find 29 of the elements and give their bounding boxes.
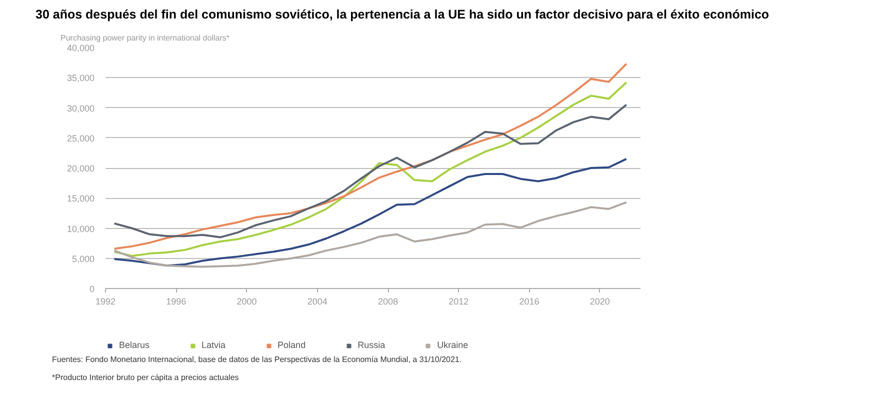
x-tick-label: 2012: [448, 296, 469, 306]
x-tick-label: 2004: [307, 296, 328, 306]
x-tick-label: 1996: [166, 296, 186, 306]
y-axis-title: Purchasing power parity in international dollars*: [60, 34, 230, 42]
y-tick-label: 20,000: [66, 164, 95, 174]
y-tick-label: 5,000: [72, 254, 95, 264]
x-tick-label: 2000: [236, 296, 257, 306]
line-series: [113, 158, 628, 267]
source-note: Fuentes: Fondo Monetario Internacional, base de datos de las Perspectivas de la Economía Mundial, a 31/10/2021.: [52, 354, 462, 366]
x-tick-label: 2020: [590, 296, 610, 306]
y-tick-label: 15,000: [66, 194, 95, 204]
x-tick-label: 1992: [95, 296, 116, 306]
legend-label: Latvia: [202, 340, 226, 350]
y-tick-label: 10,000: [66, 224, 95, 234]
chart-title: 30 años después del fin del comunismo soviético, la pertenencia a la UE ha sido un factor decisivo para el éxito económico: [36, 8, 770, 22]
y-tick-label: 25,000: [66, 133, 95, 144]
y-tick-label: 0: [89, 284, 95, 294]
legend-label: Poland: [278, 340, 306, 350]
x-tick-label: 2016: [519, 296, 540, 306]
y-tick-label: 40,000: [66, 43, 95, 53]
y-tick-label: 35,000: [66, 73, 95, 84]
line-series: [113, 201, 628, 268]
x-tick-label: 2008: [378, 296, 398, 306]
line-series: [113, 104, 628, 238]
legend-label: Belarus: [119, 340, 150, 350]
legend-label: Ukraine: [437, 340, 468, 350]
text: *Producto Interior bruto per cápita a precios actuales: [52, 372, 239, 384]
legend-label: Russia: [358, 340, 386, 350]
y-tick-label: 30,000: [66, 103, 95, 114]
